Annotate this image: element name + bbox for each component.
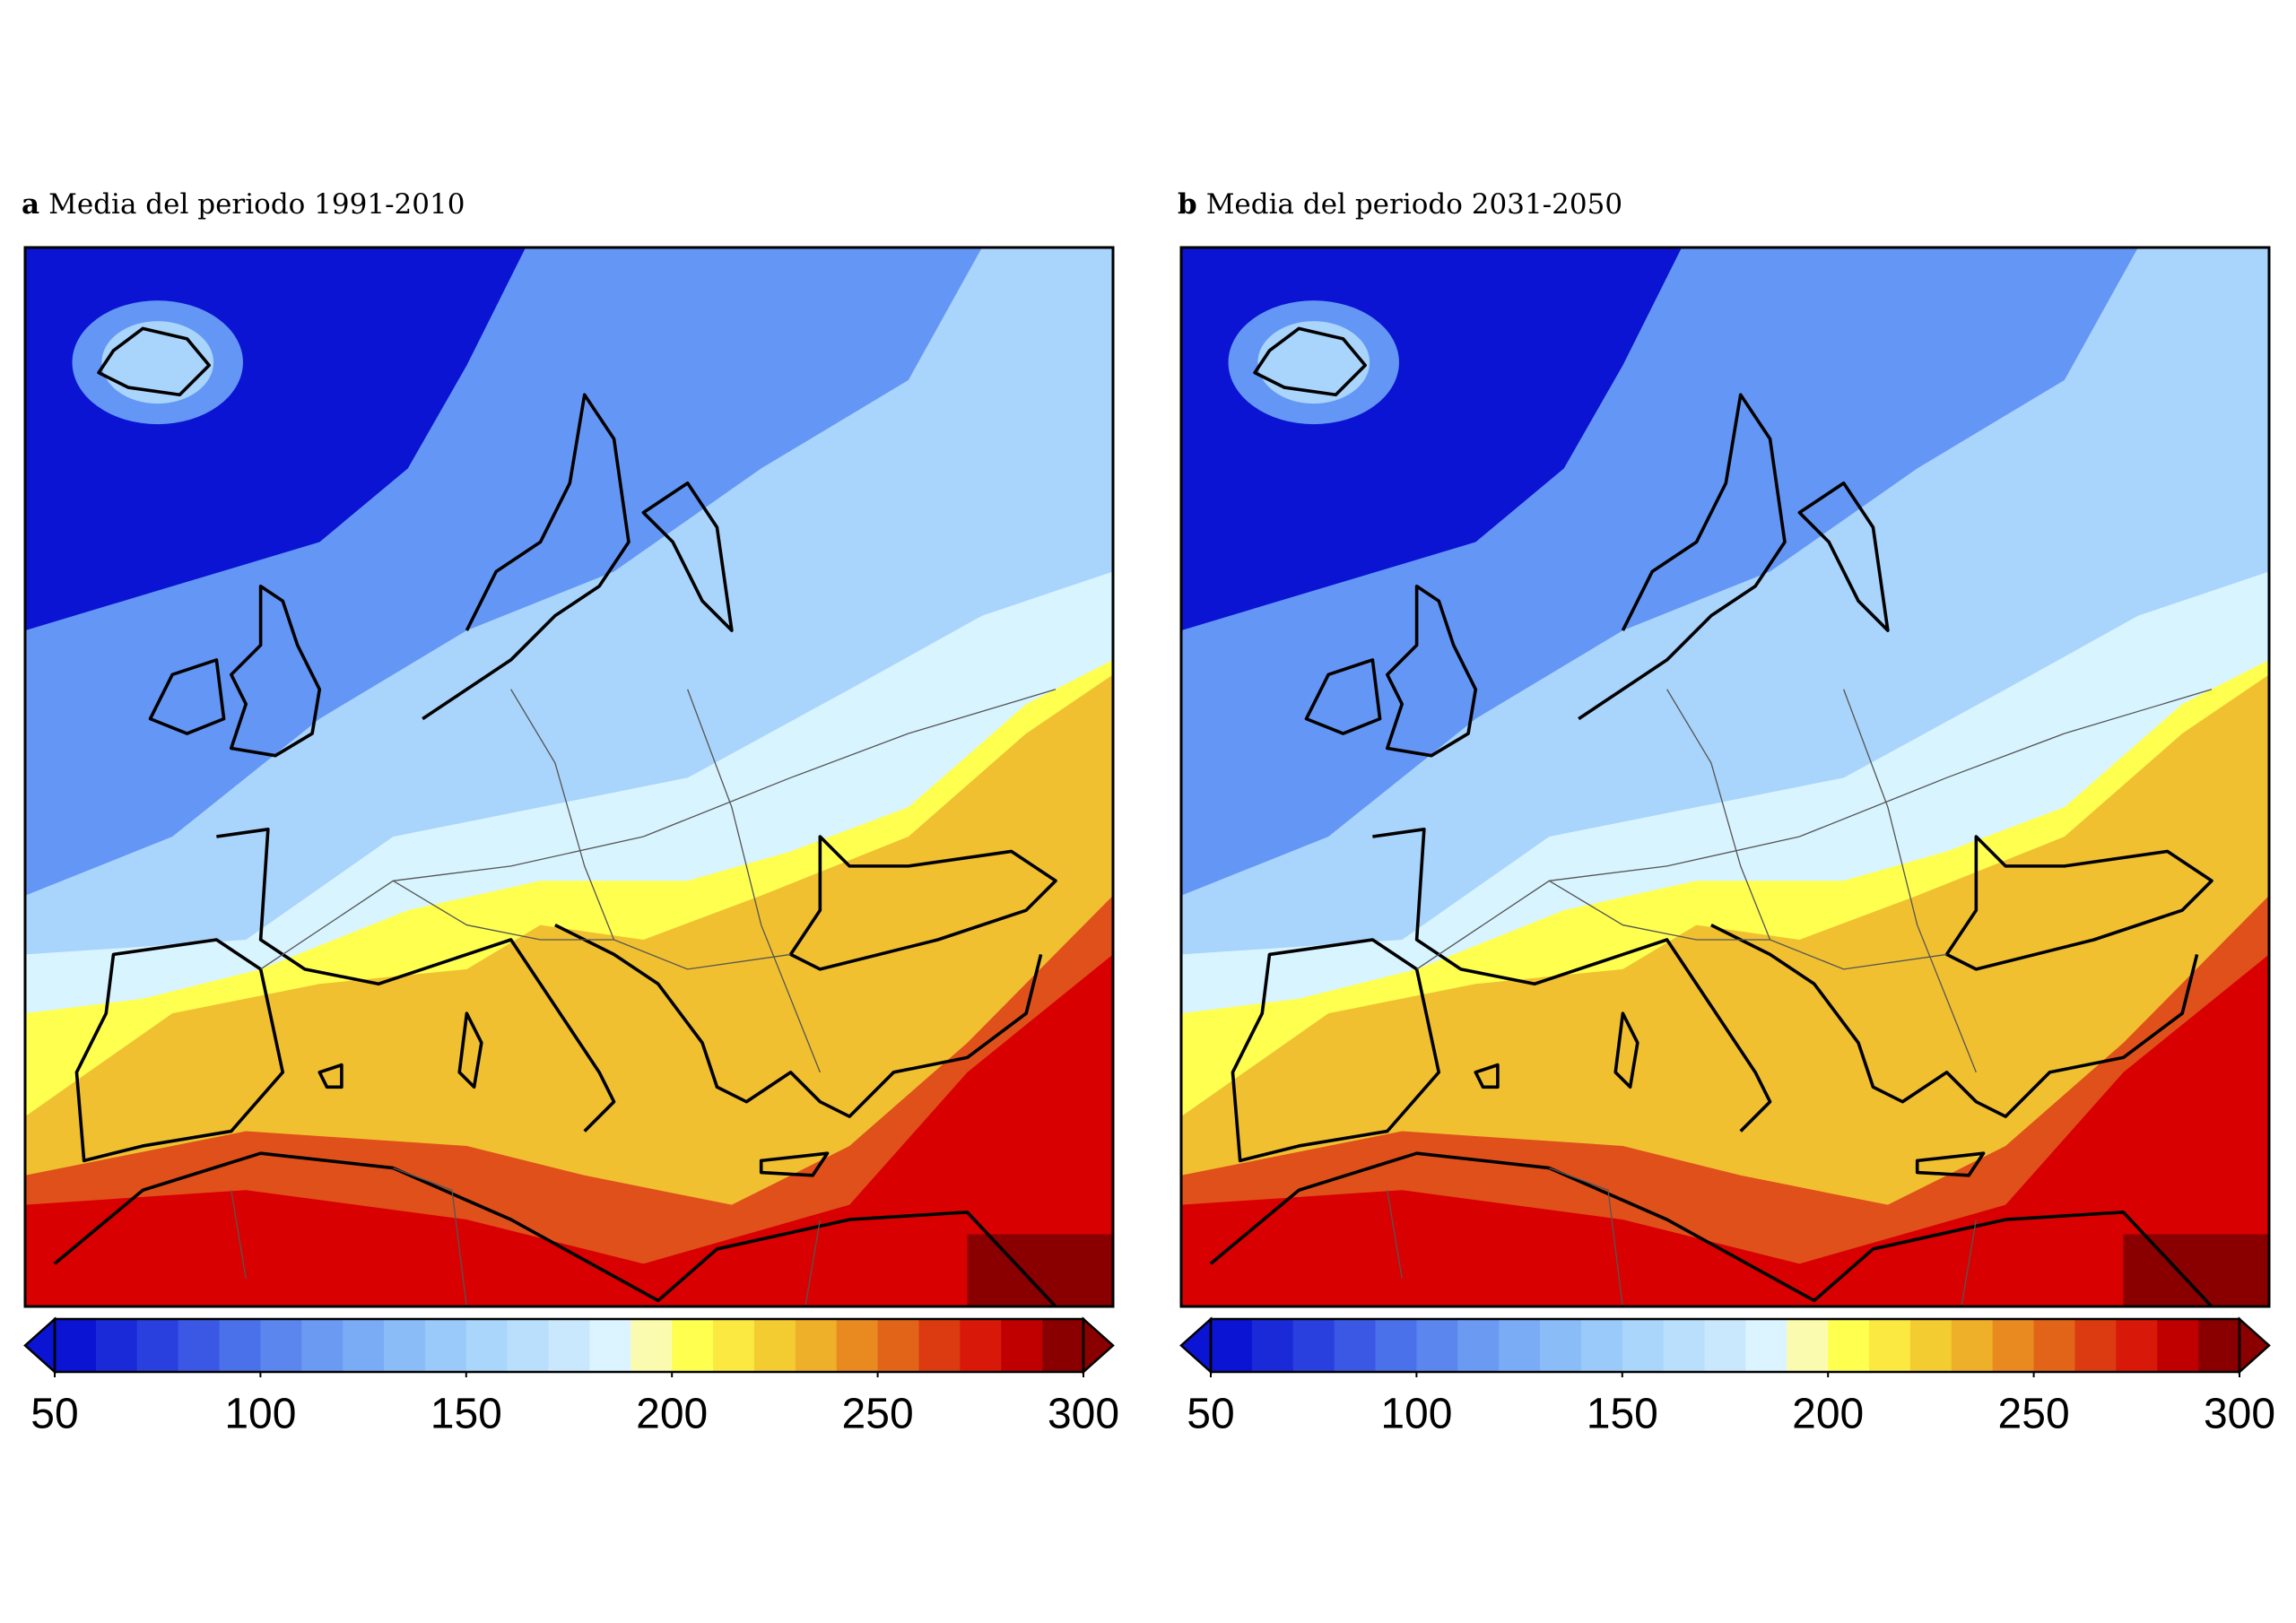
colorbar-bin [2116, 1319, 2158, 1372]
colorbar-extend-low [1179, 1316, 1213, 1375]
colorbar-bin [1663, 1319, 1706, 1372]
colorbar-bin [589, 1319, 631, 1372]
panel-title: b Media del periodo 2031-2050 [1178, 188, 1622, 221]
colorbar-tick-label: 250 [842, 1391, 914, 1438]
colorbar-bin [2198, 1319, 2240, 1372]
colorbar-bin [1909, 1319, 1952, 1372]
colorbar-bin [877, 1319, 920, 1372]
colorbar-bin [55, 1319, 97, 1372]
colorbar-extend-high [1082, 1316, 1115, 1375]
colorbar-tick-label: 150 [430, 1391, 502, 1438]
map [1181, 247, 2269, 1306]
colorbar-tick-label: 200 [1792, 1391, 1864, 1438]
colorbar-bin [1457, 1319, 1500, 1372]
colorbar-bin [95, 1319, 138, 1372]
colorbar-frame [1209, 1317, 2241, 1374]
colorbar-bin [1828, 1319, 1870, 1372]
panel-label: a [22, 188, 39, 221]
colorbar-bin [960, 1319, 1002, 1372]
colorbar-bin [1745, 1319, 1787, 1372]
colorbar-bin [1416, 1319, 1458, 1372]
colorbar-tick-label: 300 [2204, 1391, 2275, 1438]
colorbar-bin [1042, 1319, 1084, 1372]
colorbar-bin [713, 1319, 755, 1372]
colorbar-bin [1375, 1319, 1417, 1372]
colorbar-bin [2074, 1319, 2117, 1372]
colorbar-bin [301, 1319, 344, 1372]
panel-title-text: Media del periodo 1991-2010 [48, 188, 465, 221]
colorbar-bin [219, 1319, 261, 1372]
colorbar-bin [1580, 1319, 1623, 1372]
colorbar-bin [1704, 1319, 1747, 1372]
colorbar-tick-label: 200 [636, 1391, 708, 1438]
colorbar-bin [631, 1319, 673, 1372]
colorbar-extend-high [2238, 1316, 2271, 1375]
colorbar-bin [1292, 1319, 1335, 1372]
colorbar-bin [836, 1319, 879, 1372]
colorbar-bin [1622, 1319, 1665, 1372]
colorbar-bin [507, 1319, 550, 1372]
colorbar-tick-label: 250 [1998, 1391, 2070, 1438]
map-frame [23, 246, 1115, 1308]
colorbar-bin [672, 1319, 714, 1372]
colorbar-tick-label: 300 [1048, 1391, 1119, 1438]
colorbar-bin [1540, 1319, 1582, 1372]
colorbar-bin [1251, 1319, 1294, 1372]
colorbar-bin [465, 1319, 509, 1372]
colorbar-bin [384, 1319, 426, 1372]
colorbar-bin [1499, 1319, 1541, 1372]
colorbar-bin [2033, 1319, 2076, 1372]
panels: a Media del periodo 1991-2010 50 100 150 200 2… [22, 188, 2275, 1438]
panel-title-text: Media del periodo 2031-2050 [1206, 188, 1622, 221]
colorbar-bin [2157, 1319, 2199, 1372]
panel-title: a Media del periodo 1991-2010 [22, 188, 465, 221]
colorbar-tick-label: 50 [1187, 1391, 1234, 1438]
colorbar-bin [753, 1319, 796, 1372]
colorbar-bin [1334, 1319, 1377, 1372]
colorbar-tick-label: 50 [30, 1391, 78, 1438]
colorbar-frame [53, 1317, 1085, 1374]
panel-label: b [1178, 188, 1197, 221]
colorbar-bin [548, 1319, 591, 1372]
colorbar-bin [1869, 1319, 1911, 1372]
colorbar-bin [1787, 1319, 1829, 1372]
colorbar-bin [1951, 1319, 1994, 1372]
colorbar-bin [424, 1319, 467, 1372]
colorbar-bin [260, 1319, 302, 1372]
colorbar-bin [1992, 1319, 2035, 1372]
map-panel: a Media del periodo 1991-2010 50 100 150 200 2… [22, 188, 1119, 1438]
colorbar-bin [1211, 1319, 1253, 1372]
map-frame [1179, 246, 2271, 1308]
colorbar-bin [795, 1319, 838, 1372]
colorbar-tick-label: 100 [224, 1391, 296, 1438]
colorbar-tick-label: 150 [1587, 1391, 1658, 1438]
colorbar-bin [918, 1319, 961, 1372]
colorbar-tick-label: 100 [1380, 1391, 1452, 1438]
colorbar-bin [178, 1319, 221, 1372]
colorbar-bin [343, 1319, 385, 1372]
map [25, 247, 1113, 1306]
colorbar-extend-low [23, 1316, 57, 1375]
map-panel: b Media del periodo 2031-2050 50 100 150 200 2… [1178, 188, 2275, 1438]
colorbar-bin [1001, 1319, 1043, 1372]
colorbar-bin [136, 1319, 179, 1372]
